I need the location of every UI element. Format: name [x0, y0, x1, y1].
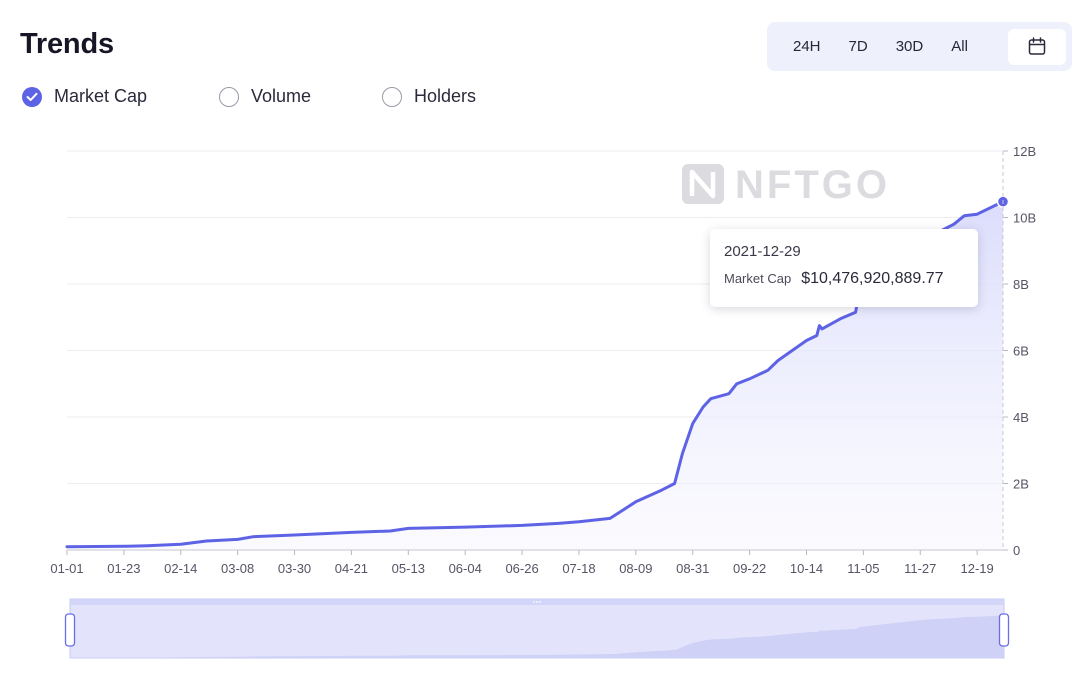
y-tick-label: 10B [1013, 211, 1036, 226]
page-title: Trends [20, 28, 114, 60]
x-tick-label: 04-21 [335, 561, 368, 576]
x-tick-label: 08-31 [676, 561, 709, 576]
x-tick-label: 11-05 [847, 561, 879, 576]
zoom-handle-right[interactable] [998, 613, 1010, 647]
range-30d-button[interactable]: 30D [895, 37, 924, 55]
x-tick-label: 03-30 [278, 561, 311, 576]
radio-icon [219, 86, 239, 107]
range-all-button[interactable]: All [951, 37, 968, 55]
x-tick-label: 06-04 [449, 561, 482, 576]
x-tick-label: 11-27 [904, 561, 936, 576]
metric-market-cap-option[interactable]: Market Cap [22, 86, 147, 107]
x-tick-label: 07-18 [562, 561, 595, 576]
x-tick-label: 06-26 [505, 561, 538, 576]
radio-icon [382, 86, 402, 107]
metric-volume-option[interactable]: Volume [219, 86, 311, 107]
metric-market-cap-label: Market Cap [54, 86, 148, 106]
calendar-button[interactable] [1008, 28, 1066, 65]
x-tick-label: 08-09 [619, 561, 652, 576]
x-tick-label: 02-14 [164, 561, 197, 576]
range-7d-button[interactable]: 7D [848, 37, 868, 55]
x-tick-label: 01-23 [107, 561, 140, 576]
y-tick-label: 2B [1013, 477, 1029, 492]
tooltip-series-label: Market Cap [724, 271, 792, 286]
zoom-handle-left[interactable] [64, 613, 76, 647]
x-tick-label: 10-14 [790, 561, 823, 576]
data-tooltip: 2021-12-29 Market Cap $10,476,920,889.77 [710, 229, 978, 307]
y-tick-label: 0 [1013, 543, 1020, 558]
grip-dot-icon [533, 601, 535, 603]
market-cap-area [67, 201, 1003, 550]
metric-holders-label: Holders [414, 86, 477, 106]
metric-holders-option[interactable]: Holders [382, 86, 476, 107]
watermark-text: NFTGO [735, 163, 890, 207]
y-tick-label: 6B [1013, 344, 1029, 359]
y-tick-label: 4B [1013, 410, 1029, 425]
x-tick-label: 05-13 [392, 561, 425, 576]
metric-volume-label: Volume [251, 86, 312, 106]
y-tick-label: 12B [1013, 144, 1036, 159]
watermark: NFTGO [682, 163, 890, 207]
x-tick-label: 12-19 [961, 561, 994, 576]
calendar-icon [1028, 37, 1046, 55]
grip-dot-icon [536, 601, 538, 603]
x-tick-label: 09-22 [733, 561, 766, 576]
tooltip-date: 2021-12-29 [724, 243, 801, 260]
y-tick-label: 8B [1013, 277, 1029, 292]
time-range-selector: 24H 7D 30D All [767, 22, 1072, 71]
grip-dot-icon [539, 601, 541, 603]
x-tick-label: 03-08 [221, 561, 254, 576]
checked-radio-icon [22, 86, 42, 107]
x-tick-label: 01-01 [50, 561, 83, 576]
range-24h-button[interactable]: 24H [793, 37, 821, 55]
zoom-preview-area [70, 615, 1004, 658]
tooltip-value: $10,476,920,889.77 [801, 270, 944, 287]
